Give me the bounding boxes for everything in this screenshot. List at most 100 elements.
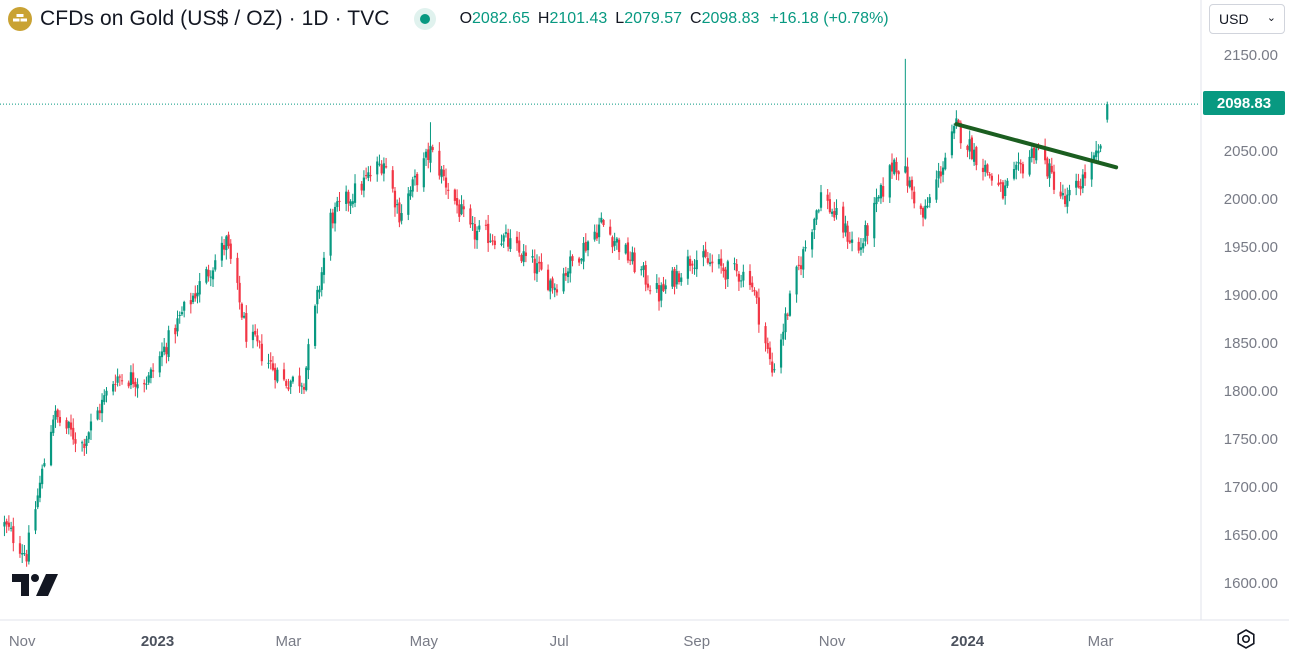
candle-body xyxy=(873,202,876,239)
candle-body xyxy=(245,313,248,342)
candle-body xyxy=(617,239,621,253)
tradingview-logo-icon[interactable] xyxy=(12,574,58,603)
ohlc-value: 2101.43 xyxy=(549,10,608,27)
candle-body xyxy=(1048,163,1051,179)
candle-body xyxy=(38,482,42,498)
settings-icon[interactable] xyxy=(1235,628,1257,650)
candle-body xyxy=(562,273,565,292)
candle-body xyxy=(447,189,450,191)
candle-body xyxy=(1079,186,1082,190)
candle-body xyxy=(737,273,741,282)
candle-body xyxy=(524,252,527,257)
candle-body xyxy=(487,223,490,244)
candle-body xyxy=(422,158,425,188)
candle-body xyxy=(615,238,618,243)
candle-body xyxy=(1059,191,1062,197)
candle-body xyxy=(1106,104,1109,120)
candle-body xyxy=(367,172,370,178)
candle-body xyxy=(500,243,503,245)
candle-body xyxy=(271,363,275,370)
candle-body xyxy=(114,383,117,385)
candle-body xyxy=(904,166,907,173)
candle-body xyxy=(118,376,121,378)
ohlc-c: C2098.83 xyxy=(690,10,759,28)
candle-body xyxy=(1046,158,1049,177)
candle-body xyxy=(1052,171,1056,190)
candle-body xyxy=(613,241,616,246)
candle-body xyxy=(802,249,805,270)
candle-body xyxy=(251,331,255,341)
symbol-title[interactable]: CFDs on Gold (US$ / OZ) · 1D · TVC xyxy=(40,7,390,30)
candle-body xyxy=(797,264,800,266)
candle-body xyxy=(25,554,28,562)
candle-body xyxy=(438,150,441,176)
candle-body xyxy=(970,137,973,160)
ohlc-key: O xyxy=(459,10,473,27)
candle-body xyxy=(782,331,785,340)
candle-body xyxy=(890,162,894,172)
candle-body xyxy=(256,335,259,342)
candle-body xyxy=(941,167,945,175)
candle-body xyxy=(724,269,727,280)
candle-body xyxy=(753,289,756,292)
candle-body xyxy=(928,197,931,204)
market-open-icon[interactable] xyxy=(413,8,436,30)
y-tick-label: 2050.00 xyxy=(1224,143,1278,160)
candle-body xyxy=(56,409,59,418)
candle-body xyxy=(196,292,199,297)
candle-body xyxy=(320,272,323,290)
candle-body xyxy=(285,380,288,386)
candle-body xyxy=(531,256,534,258)
chart-header: CFDs on Gold (US$ / OZ) · 1D · TVC O2082… xyxy=(8,6,889,32)
candle-body xyxy=(815,210,818,220)
candle-body xyxy=(442,169,445,177)
candle-body xyxy=(98,410,101,414)
candle-body xyxy=(748,270,752,286)
candle-body xyxy=(365,175,368,177)
candle-body xyxy=(633,252,636,273)
candle-body xyxy=(100,399,104,414)
candle-body xyxy=(935,179,938,200)
candle-body xyxy=(54,410,57,420)
candle-body xyxy=(848,240,851,243)
candle-body xyxy=(1063,195,1067,205)
x-tick-label: Nov xyxy=(9,633,36,650)
x-tick-label: Sep xyxy=(683,633,710,650)
candle-body xyxy=(708,262,712,265)
candle-body xyxy=(1081,174,1084,189)
currency-selector[interactable]: USD ⌄ xyxy=(1209,4,1285,34)
candle-body xyxy=(939,171,942,177)
candle-body xyxy=(842,206,845,233)
candle-body xyxy=(120,380,124,382)
candle-body xyxy=(413,175,417,178)
candle-body xyxy=(595,232,598,239)
candle-body xyxy=(1050,165,1053,173)
candle-body xyxy=(167,330,170,358)
candle-body xyxy=(828,199,831,213)
candle-body xyxy=(165,347,168,355)
candle-body xyxy=(826,194,829,201)
candle-body xyxy=(644,265,647,285)
candle-body xyxy=(655,283,658,290)
candle-body xyxy=(21,553,24,555)
candle-body xyxy=(1097,150,1100,154)
candle-body xyxy=(671,270,674,287)
x-tick-label: Jul xyxy=(550,633,569,650)
candle-body xyxy=(688,258,692,266)
candle-body xyxy=(349,201,352,206)
candle-body xyxy=(1017,161,1020,164)
candle-body xyxy=(67,421,70,428)
x-tick-label: Mar xyxy=(1088,633,1114,650)
candle-body xyxy=(1032,147,1036,159)
candle-body xyxy=(726,261,729,279)
ohlc-value: 2082.65 xyxy=(472,10,530,27)
candle-body xyxy=(211,270,215,280)
candle-body xyxy=(225,236,228,251)
candle-body xyxy=(149,369,152,379)
candle-body xyxy=(238,282,241,303)
y-tick-label: 1600.00 xyxy=(1224,575,1278,592)
candle-body xyxy=(209,276,212,278)
candle-body xyxy=(380,164,383,174)
candle-body xyxy=(882,186,885,197)
